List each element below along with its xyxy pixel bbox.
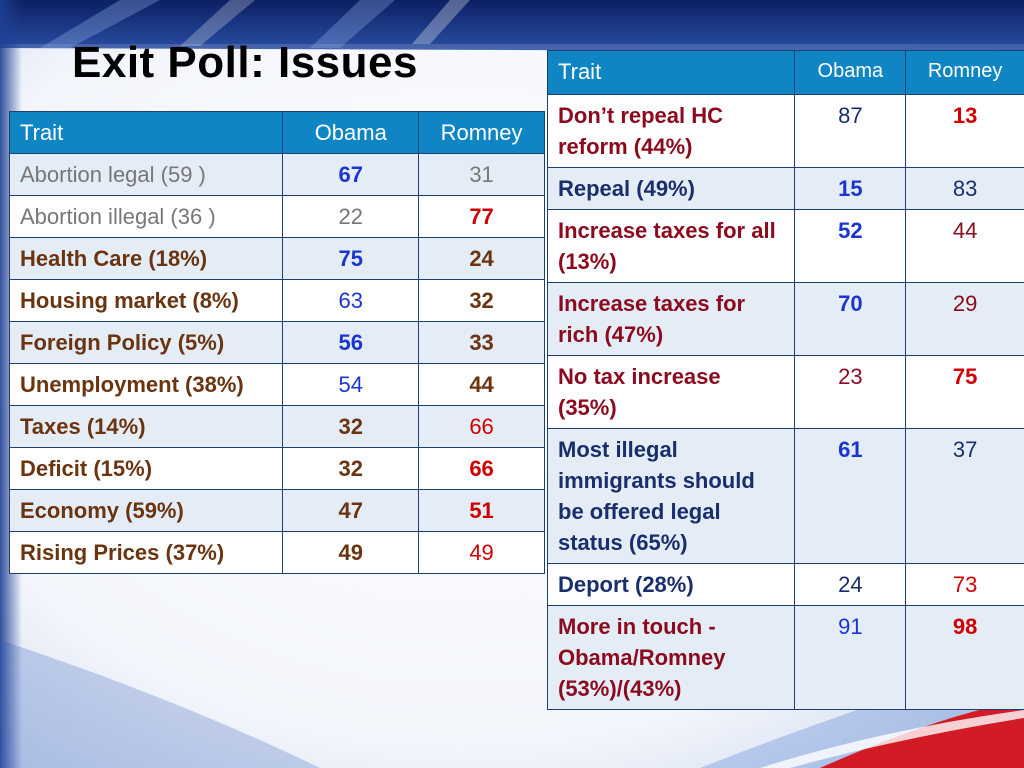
trait-cell: Increase taxes for rich (47%)	[546, 282, 796, 356]
issues-table-left: Trait Obama Romney Abortion legal (59 ) …	[8, 111, 545, 574]
table-row: Housing market (8%) 63 32	[8, 279, 545, 322]
obama-value: 32	[282, 447, 420, 490]
trait-cell: Don’t repeal HC reform (44%)	[546, 94, 796, 168]
table-row: Don’t repeal HC reform (44%) 87 13	[546, 94, 1024, 168]
column-header-trait: Trait	[546, 50, 796, 95]
table-row: Foreign Policy (5%) 56 33	[8, 321, 545, 364]
obama-value: 63	[282, 279, 420, 322]
column-header-trait: Trait	[8, 111, 284, 154]
obama-value: 87	[794, 94, 907, 168]
table-row: No tax increase (35%) 23 75	[546, 355, 1024, 429]
trait-cell: More in touch - Obama/Romney (53%)/(43%)	[546, 605, 796, 710]
trait-cell: Rising Prices (37%)	[8, 531, 284, 574]
romney-value: 31	[418, 153, 545, 196]
romney-value: 29	[905, 282, 1024, 356]
romney-value: 75	[905, 355, 1024, 429]
obama-value: 24	[794, 563, 907, 606]
table-row: Abortion illegal (36 ) 22 77	[8, 195, 545, 238]
romney-value: 73	[905, 563, 1024, 606]
table-row: Deficit (15%) 32 66	[8, 447, 545, 490]
trait-cell: Economy (59%)	[8, 489, 284, 532]
romney-value: 49	[418, 531, 545, 574]
obama-value: 23	[794, 355, 907, 429]
obama-value: 61	[794, 428, 907, 564]
trait-cell: Housing market (8%)	[8, 279, 284, 322]
romney-value: 37	[905, 428, 1024, 564]
romney-value: 44	[418, 363, 545, 406]
table-row: Taxes (14%) 32 66	[8, 405, 545, 448]
obama-value: 91	[794, 605, 907, 710]
romney-value: 66	[418, 405, 545, 448]
table-header-row: Trait Obama Romney	[8, 111, 545, 154]
table-row: More in touch - Obama/Romney (53%)/(43%)…	[546, 605, 1024, 710]
trait-cell: Most illegal immigrants should be offere…	[546, 428, 796, 564]
table-row: Most illegal immigrants should be offere…	[546, 428, 1024, 564]
issues-table-right: Trait Obama Romney Don’t repeal HC refor…	[546, 50, 1024, 710]
obama-value: 56	[282, 321, 420, 364]
romney-value: 13	[905, 94, 1024, 168]
obama-value: 52	[794, 209, 907, 283]
table-header-row: Trait Obama Romney	[546, 50, 1024, 95]
table-row: Economy (59%) 47 51	[8, 489, 545, 532]
romney-value: 24	[418, 237, 545, 280]
romney-value: 98	[905, 605, 1024, 710]
trait-cell: Repeal (49%)	[546, 167, 796, 210]
column-header-obama: Obama	[282, 111, 420, 154]
table-row: Unemployment (38%) 54 44	[8, 363, 545, 406]
romney-value: 44	[905, 209, 1024, 283]
page-title: Exit Poll: Issues	[72, 38, 418, 87]
trait-cell: Abortion illegal (36 )	[8, 195, 284, 238]
trait-cell: Increase taxes for all (13%)	[546, 209, 796, 283]
trait-cell: Deficit (15%)	[8, 447, 284, 490]
romney-value: 77	[418, 195, 545, 238]
trait-cell: Deport (28%)	[546, 563, 796, 606]
romney-value: 33	[418, 321, 545, 364]
table-row: Increase taxes for all (13%) 52 44	[546, 209, 1024, 283]
romney-value: 83	[905, 167, 1024, 210]
trait-cell: No tax increase (35%)	[546, 355, 796, 429]
obama-value: 22	[282, 195, 420, 238]
romney-value: 51	[418, 489, 545, 532]
obama-value: 49	[282, 531, 420, 574]
table-row: Increase taxes for rich (47%) 70 29	[546, 282, 1024, 356]
table-row: Health Care (18%) 75 24	[8, 237, 545, 280]
romney-value: 32	[418, 279, 545, 322]
trait-cell: Unemployment (38%)	[8, 363, 284, 406]
table-row: Rising Prices (37%) 49 49	[8, 531, 545, 574]
trait-cell: Taxes (14%)	[8, 405, 284, 448]
table-row: Repeal (49%) 15 83	[546, 167, 1024, 210]
obama-value: 75	[282, 237, 420, 280]
column-header-romney: Romney	[905, 50, 1024, 95]
trait-cell: Health Care (18%)	[8, 237, 284, 280]
obama-value: 47	[282, 489, 420, 532]
romney-value: 66	[418, 447, 545, 490]
obama-value: 70	[794, 282, 907, 356]
trait-cell: Abortion legal (59 )	[8, 153, 284, 196]
column-header-romney: Romney	[418, 111, 545, 154]
obama-value: 15	[794, 167, 907, 210]
table-row: Abortion legal (59 ) 67 31	[8, 153, 545, 196]
table-row: Deport (28%) 24 73	[546, 563, 1024, 606]
column-header-obama: Obama	[794, 50, 907, 95]
trait-cell: Foreign Policy (5%)	[8, 321, 284, 364]
obama-value: 54	[282, 363, 420, 406]
obama-value: 67	[282, 153, 420, 196]
obama-value: 32	[282, 405, 420, 448]
